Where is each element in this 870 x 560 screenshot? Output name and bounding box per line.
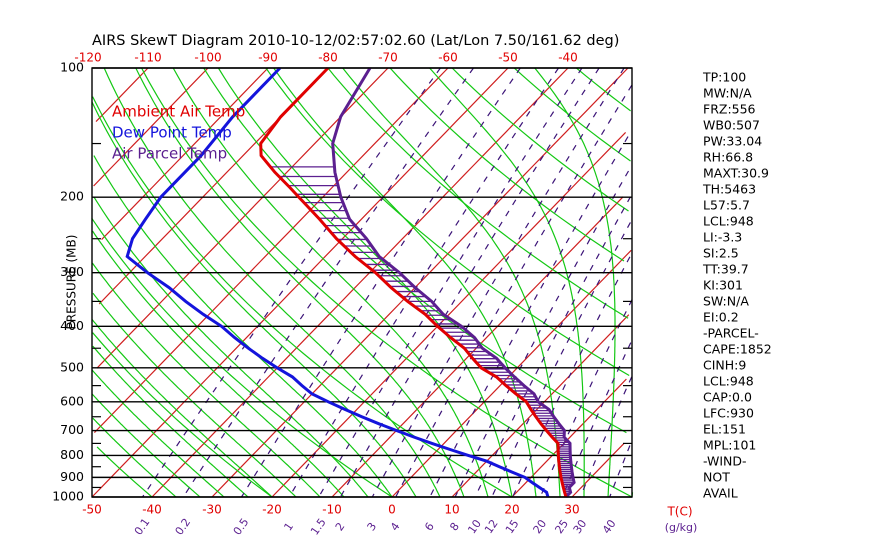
plot-frame bbox=[91, 67, 633, 498]
top-temperature-label: -100 bbox=[194, 51, 221, 65]
pressure-tick-label: 400 bbox=[60, 318, 84, 333]
legend-item-3: Air Parcel Temp bbox=[112, 145, 227, 163]
index-row: MAXT:30.9 bbox=[703, 166, 769, 181]
pressure-tick-label: 600 bbox=[60, 393, 84, 408]
index-row: TT:39.7 bbox=[702, 262, 749, 277]
index-row: LCL:948 bbox=[703, 374, 754, 389]
index-row: NOT bbox=[703, 470, 730, 485]
index-row: L57:5.7 bbox=[703, 198, 750, 213]
bottom-temperature-label: 20 bbox=[504, 503, 519, 517]
bottom-temperature-label: -20 bbox=[262, 503, 282, 517]
bottom-temperature-labels: -50 -40 -30 -20 -10 0 10 20 30 bbox=[82, 503, 579, 517]
pressure-tick-label: 200 bbox=[60, 189, 84, 204]
page-title: AIRS SkewT Diagram 2010-10-12/02:57:02.6… bbox=[92, 33, 619, 49]
legend-item-2: Dew Point Temp bbox=[112, 124, 232, 142]
index-row: FRZ:556 bbox=[703, 102, 756, 117]
index-row: CAPE:1852 bbox=[703, 342, 772, 357]
pressure-tick-label: 1000 bbox=[52, 489, 84, 504]
bottom-temperature-label: -50 bbox=[82, 503, 102, 517]
bottom-temperature-label: -40 bbox=[142, 503, 162, 517]
index-row: MPL:101 bbox=[703, 438, 756, 453]
bottom-temperature-label: 0 bbox=[388, 503, 396, 517]
pressure-tick-label: 500 bbox=[60, 359, 84, 374]
bottom-temperature-label: -10 bbox=[322, 503, 342, 517]
top-temperature-label: -50 bbox=[498, 51, 518, 65]
pressure-axis-title: PRESSURE (MB) bbox=[65, 235, 79, 330]
index-row: LI:-3.3 bbox=[703, 230, 742, 245]
index-row: PW:33.04 bbox=[703, 134, 762, 149]
index-row: EI:0.2 bbox=[703, 310, 739, 325]
pressure-axis-labels: 100 200 300 400 500 600 700 800 900 1000 bbox=[52, 60, 84, 504]
index-row: TH:5463 bbox=[702, 182, 756, 197]
index-row: RH:66.8 bbox=[703, 150, 753, 165]
legend: Ambient Air Temp Dew Point Temp Air Parcel… bbox=[112, 103, 245, 163]
bottom-temperature-label: 10 bbox=[444, 503, 459, 517]
index-row: TP:100 bbox=[702, 70, 746, 85]
bottom-temperature-label: -30 bbox=[202, 503, 222, 517]
index-row: KI:301 bbox=[703, 278, 743, 293]
index-row: EL:151 bbox=[703, 422, 746, 437]
index-row: CAP:0.0 bbox=[703, 390, 752, 405]
pressure-tick-label: 900 bbox=[60, 469, 84, 484]
bottom-temperature-label: 30 bbox=[564, 503, 579, 517]
index-row: -PARCEL- bbox=[703, 326, 759, 341]
legend-item-1: Ambient Air Temp bbox=[112, 103, 245, 121]
index-row: MW:N/A bbox=[703, 86, 752, 101]
index-row: AVAIL bbox=[703, 486, 738, 501]
top-temperature-label: -110 bbox=[134, 51, 161, 65]
top-temperature-label: -80 bbox=[318, 51, 338, 65]
index-row: CINH:9 bbox=[703, 358, 746, 373]
index-row: LFC:930 bbox=[703, 406, 754, 421]
index-row: WB0:507 bbox=[703, 118, 760, 133]
pressure-tick-label: 800 bbox=[60, 447, 84, 462]
top-temperature-labels: -120 -110 -100 -90 -80 -70 -60 -50 -40 bbox=[74, 51, 577, 65]
index-row: SI:2.5 bbox=[703, 246, 739, 261]
index-row: LCL:948 bbox=[703, 214, 754, 229]
temperature-axis-title: T(C) bbox=[666, 505, 692, 519]
profile-curves bbox=[125, 66, 576, 499]
pressure-tick-label: 700 bbox=[60, 422, 84, 437]
top-temperature-label: -120 bbox=[74, 51, 101, 65]
top-temperature-label: -90 bbox=[258, 51, 278, 65]
top-temperature-label: -70 bbox=[378, 51, 398, 65]
index-row: SW:N/A bbox=[703, 294, 749, 309]
moist-adiabat-lines bbox=[91, 67, 634, 498]
top-temperature-label: -40 bbox=[558, 51, 578, 65]
pressure-tick-label: 100 bbox=[60, 60, 84, 75]
top-temperature-label: -60 bbox=[438, 51, 458, 65]
index-row: -WIND- bbox=[703, 454, 747, 469]
mixing-ratio-axis-title: (g/kg) bbox=[665, 521, 698, 534]
pressure-tick-label: 300 bbox=[60, 264, 84, 279]
stability-indices-panel: TP:100MW:N/AFRZ:556WB0:507PW:33.04RH:66.… bbox=[702, 70, 772, 501]
